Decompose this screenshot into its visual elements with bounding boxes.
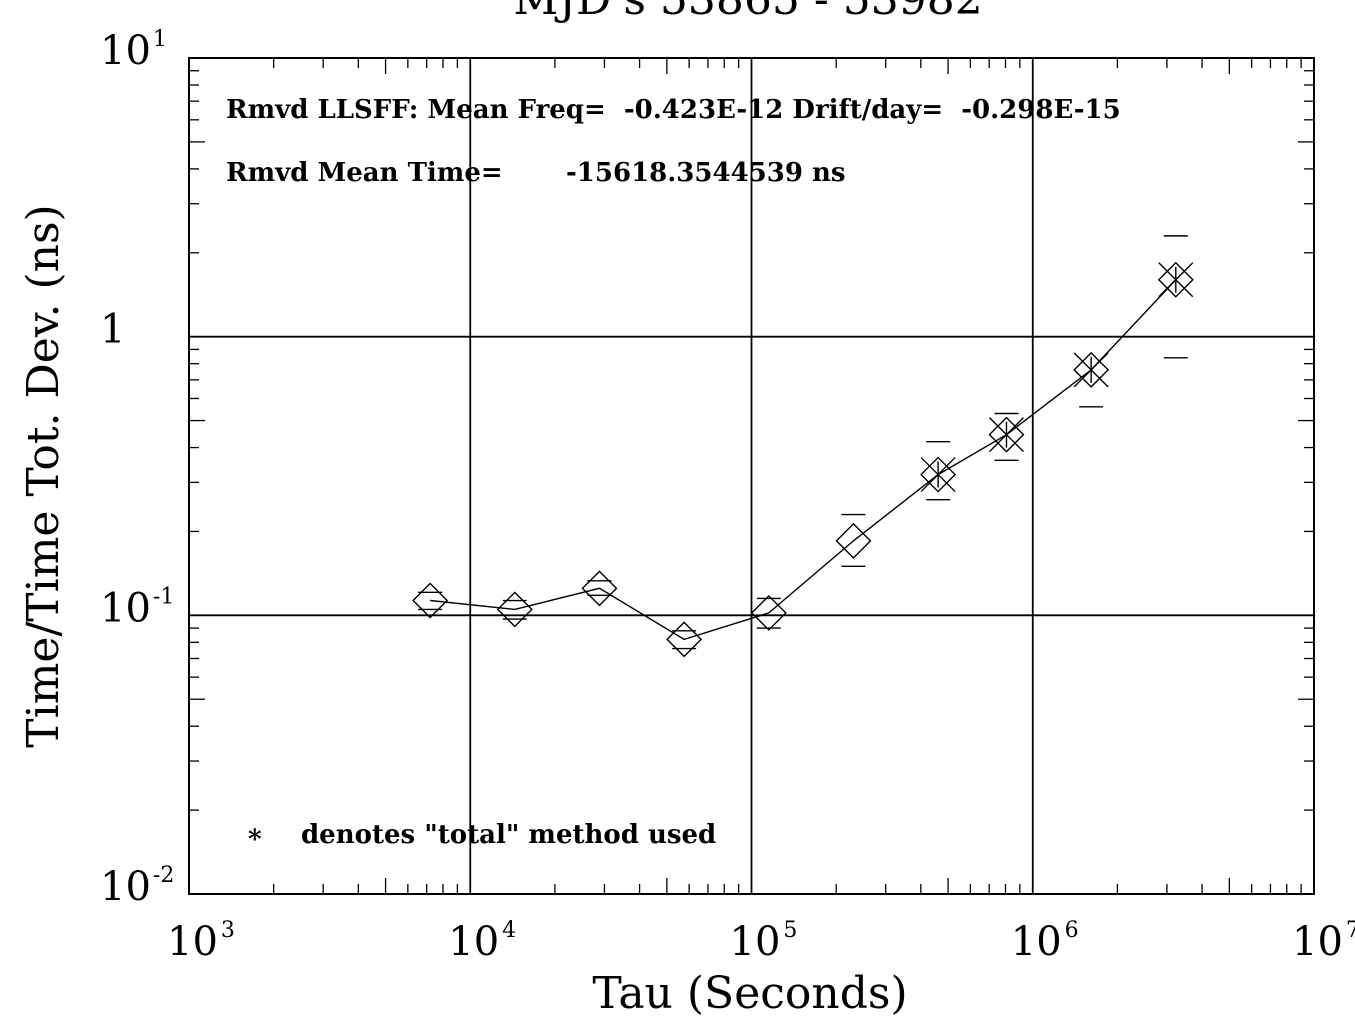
chart-title: MJD's 53865 - 53982 — [513, 0, 982, 25]
data-point — [1157, 235, 1194, 359]
y-tick-label: 101 — [100, 27, 167, 74]
data-point — [666, 621, 703, 658]
grid-lines — [189, 58, 1314, 894]
data-point — [581, 570, 618, 607]
data-point — [412, 582, 449, 619]
legend-text: denotes "total" method used — [301, 820, 716, 850]
series-line — [430, 279, 1177, 641]
x-tick-label: 10 5 — [730, 918, 798, 965]
diamond-marker — [496, 591, 533, 628]
y-tick-labels: 10-2 10-1 1 101 — [100, 27, 174, 910]
data-markers — [412, 235, 1194, 658]
data-point — [496, 591, 533, 628]
data-point — [750, 594, 787, 631]
data-point — [920, 440, 957, 501]
minor-ticks — [189, 58, 1314, 894]
diamond-marker — [988, 416, 1025, 453]
data-point — [835, 513, 872, 567]
diamond-marker — [1157, 261, 1194, 298]
x-tick-label: 10 7 — [1292, 918, 1355, 965]
diamond-marker — [750, 594, 787, 631]
x-tick-labels: 10 3 10 4 10 5 10 6 10 7 — [167, 918, 1355, 965]
diamond-marker — [835, 522, 872, 559]
diamond-marker — [666, 621, 703, 658]
y-tick-label: 10-2 — [100, 863, 174, 910]
y-tick-label: 10-1 — [100, 584, 174, 631]
legend-symbol: * — [248, 825, 262, 855]
y-axis-title: Time/Time Tot. Dev. (ns) — [18, 204, 69, 747]
plot-frame — [188, 57, 1315, 895]
diamond-marker — [581, 570, 618, 607]
y-tick-label: 1 — [100, 307, 125, 353]
data-point — [988, 412, 1025, 462]
x-axis-title: Tau (Seconds) — [592, 968, 907, 1019]
diamond-marker — [412, 582, 449, 619]
x-tick-label: 10 3 — [167, 918, 235, 965]
x-tick-label: 10 6 — [1011, 918, 1079, 965]
diamond-marker — [920, 456, 957, 493]
diamond-marker — [1073, 351, 1110, 388]
data-point — [1073, 335, 1110, 408]
annotation-mean-freq: Rmvd LLSFF: Mean Freq= -0.423E-12 Drift/… — [226, 95, 1121, 125]
x-tick-label: 10 4 — [448, 918, 516, 965]
annotation-mean-time: Rmvd Mean Time= -15618.3544539 ns — [226, 158, 846, 188]
